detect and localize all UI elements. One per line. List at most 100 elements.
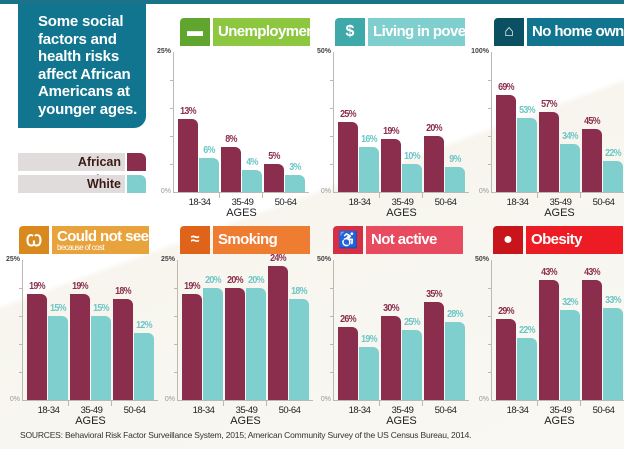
group-separator [111,400,112,406]
y-tick-label-max: 100% [471,48,489,55]
bar-white-18-34 [203,288,223,400]
x-axis [333,400,469,401]
bar-african-american-35-49 [221,147,241,192]
y-tick-label-zero: 0% [320,188,331,195]
obese-person-icon: ● [493,226,523,254]
x-tick-label: 18-34 [348,405,371,416]
y-axis-tick [488,288,491,289]
bar-white-18-34 [48,316,68,400]
y-tick-label-max: 25% [160,256,175,263]
value-label: 22% [605,147,622,160]
bar-african-american-50-64 [424,302,444,400]
legend-label-white: White [18,175,125,193]
y-axis-tick [488,108,491,109]
x-axis-label: AGES [386,415,417,427]
y-axis-tick [488,344,491,345]
chart-title: Obesity [526,226,623,254]
infographic-title: Some social factors and health risks aff… [18,4,146,128]
y-axis-tick [19,344,22,345]
y-tick-label-max: 25% [5,256,20,263]
cigarette-icon: ≈ [180,226,210,254]
recliner-icon: ♿ [333,226,363,254]
value-label: 10% [404,150,421,162]
y-axis-tick [330,344,333,345]
y-axis-tick [170,108,173,109]
x-tick-label: 50-64 [434,197,457,208]
y-tick-label-max: 50% [316,48,331,55]
x-axis-label: AGES [544,207,575,219]
y-tick-label-zero: 0% [478,188,489,195]
chart-header-not-active: ♿ Not active [333,226,463,254]
y-axis-tick [330,80,333,81]
y-axis-tick [174,344,177,345]
bar-african-american-50-64 [582,129,602,192]
group-separator [266,400,267,406]
value-label: 25% [404,316,421,328]
value-label: 32% [562,296,579,309]
bar-african-american-35-49 [539,112,559,192]
bar-african-american-35-49 [225,288,245,400]
bar-african-american-18-34 [496,318,516,400]
y-axis [173,52,174,192]
x-tick-label: 18-34 [506,405,529,416]
bar-african-american-18-34 [27,293,47,400]
bar-african-american-18-34 [182,293,202,400]
value-label: 24% [270,251,287,264]
y-tick-label-zero: 0% [160,188,171,195]
x-axis [22,400,158,401]
value-label: 9% [449,152,461,165]
value-label: 29% [498,304,515,317]
chart-obesity: 50% 0% 29% 22% 18-34 43% 32% 35-49 43% 33% 50-64 AG… [475,256,624,427]
chart-title-text: Could not see an MD [57,228,149,245]
value-label: 20% [426,122,443,134]
bar-white-18-34 [359,346,379,400]
x-axis [177,400,313,401]
x-axis-label: AGES [75,415,106,427]
x-tick-label: 50-64 [123,405,146,416]
value-label: 8% [225,133,237,146]
bar-african-american-50-64 [268,265,288,400]
y-axis-tick [330,164,333,165]
briefcase-icon: ▬ [180,18,210,46]
y-axis-tick [174,316,177,317]
chart-title-text: Unemployment [218,23,310,40]
value-label: 43% [584,265,601,278]
value-label: 43% [541,265,558,278]
y-tick-label-zero: 0% [9,396,20,403]
y-tick-label-max: 25% [156,48,171,55]
value-label: 13% [180,105,197,118]
x-tick-label: 18-34 [348,197,371,208]
group-separator [223,400,224,406]
y-axis [491,52,492,192]
value-label: 18% [115,285,132,298]
bar-african-american-50-64 [424,136,444,192]
x-axis-label: AGES [544,415,575,427]
y-axis-tick [330,288,333,289]
x-axis-label: AGES [226,207,257,219]
top-border [0,0,624,4]
y-axis-tick [330,108,333,109]
house-icon: ⌂ [494,18,524,46]
x-tick-label: 50-64 [592,405,615,416]
value-label: 19% [383,124,400,137]
legend-label-african-american: African American [18,153,125,187]
value-label: 26% [340,313,357,326]
bar-african-american-50-64 [264,164,284,192]
x-tick-label: 50-64 [592,197,615,208]
x-axis [333,192,469,193]
x-axis [491,400,624,401]
chart-title-text: No home ownership [532,23,624,40]
bar-african-american-35-49 [70,293,90,400]
y-axis-tick [19,288,22,289]
y-axis-tick [330,372,333,373]
value-label: 20% [227,274,244,286]
value-label: 69% [498,81,515,94]
x-tick-label: 18-34 [192,405,215,416]
group-separator [537,192,538,198]
bar-white-50-64 [285,175,305,192]
chart-not-active: 50% 0% 26% 19% 18-34 30% 25% 35-49 35% 28% 50-64 AG… [317,256,473,427]
group-separator [537,400,538,406]
x-tick-label: 35-49 [235,405,258,416]
group-separator [422,400,423,406]
chart-title: Living in poverty [368,18,465,46]
